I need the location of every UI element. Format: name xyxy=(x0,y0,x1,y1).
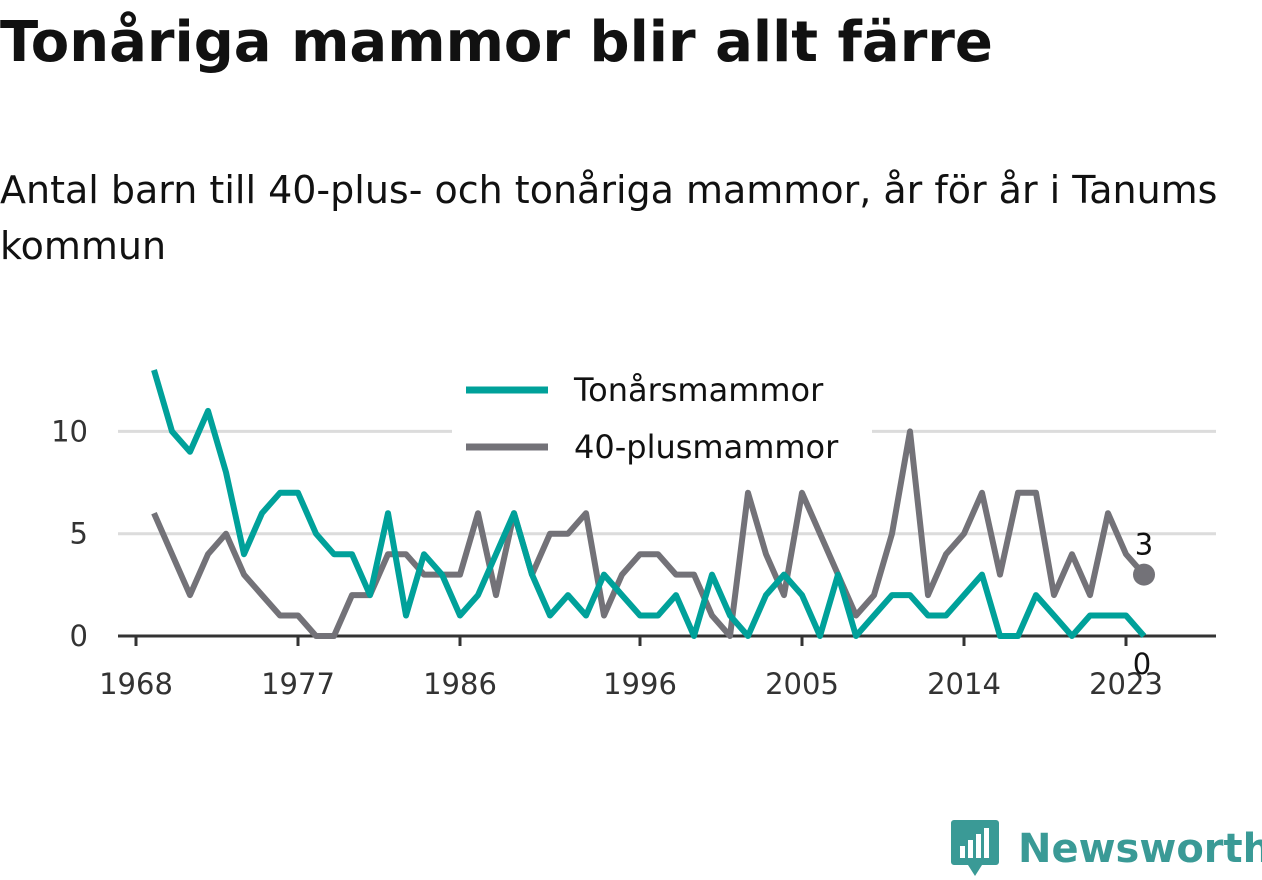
series-line-40-plusmammor xyxy=(151,428,1147,639)
newsworthy-logo: Newsworthy xyxy=(950,818,1262,880)
x-tick-label: 2005 xyxy=(765,667,839,701)
legend-background xyxy=(452,366,872,478)
legend-label-1: 40-plusmammor xyxy=(574,428,839,466)
end-label-tonarsmammor: 0 xyxy=(1133,647,1151,681)
legend: Tonårsmammor 40-plusmammor xyxy=(452,366,872,478)
end-labels: 30 xyxy=(1133,528,1155,681)
y-axis: 0 5 10 xyxy=(51,414,88,653)
x-tick-label: 1986 xyxy=(423,667,497,701)
y-tick-label: 5 xyxy=(70,517,88,551)
x-tick-label: 2014 xyxy=(927,667,1001,701)
end-label-40-plusmammor: 3 xyxy=(1135,528,1153,562)
brand-name: Newsworthy xyxy=(1018,826,1262,872)
x-tick-label: 1996 xyxy=(603,667,677,701)
line-chart: 0 5 10 1968 1977 1986 1996 2005 2014 2023 Tonårs… xyxy=(51,366,1216,701)
x-tick-label: 1977 xyxy=(261,667,335,701)
x-tick-label: 1968 xyxy=(99,667,173,701)
series-line-tonarsmammor xyxy=(151,369,1147,639)
series-layer xyxy=(151,369,1147,639)
y-tick-label: 10 xyxy=(51,414,88,448)
bar-chart-badge-icon xyxy=(951,820,999,876)
x-tick-label: 2023 xyxy=(1089,667,1163,701)
chart-title: Tonåriga mammor blir allt färre xyxy=(0,10,993,75)
x-axis: 1968 1977 1986 1996 2005 2014 2023 xyxy=(99,634,1216,701)
chart-subtitle: Antal barn till 40-plus- och tonåriga ma… xyxy=(0,168,1218,268)
y-tick-label: 0 xyxy=(70,619,88,653)
end-marker-40-plusmammor xyxy=(1133,563,1155,586)
legend-label-0: Tonårsmammor xyxy=(573,371,824,409)
